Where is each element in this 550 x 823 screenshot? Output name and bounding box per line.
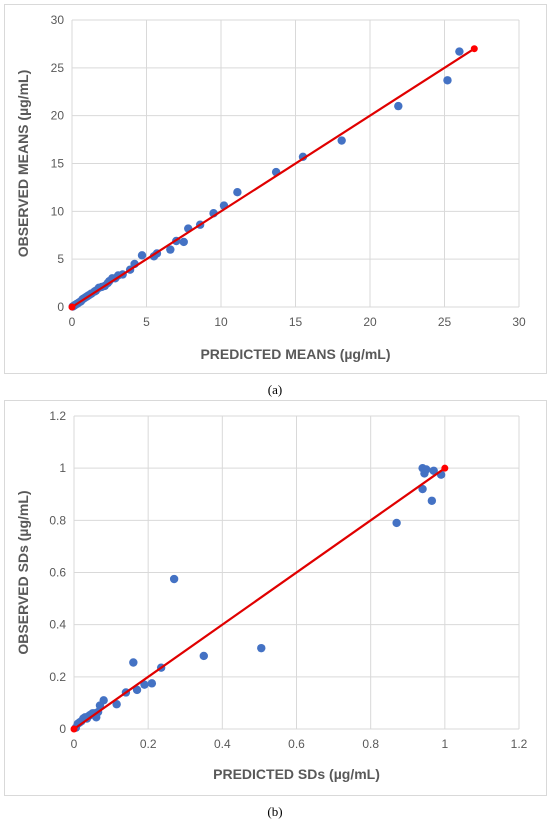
data-point	[112, 700, 121, 709]
x-tick-label: 25	[438, 315, 452, 329]
x-tick-label: 30	[512, 315, 526, 329]
x-axis-title: PREDICTED SDs (µg/mL)	[213, 766, 380, 782]
x-tick-label: 20	[363, 315, 377, 329]
y-tick-label: 1.2	[49, 409, 66, 423]
x-tick-label: 0	[69, 315, 76, 329]
data-point	[132, 685, 142, 695]
data-point	[166, 245, 175, 254]
data-point	[394, 101, 403, 111]
x-tick-label: 0.8	[362, 737, 379, 751]
y-tick-label: 5	[57, 252, 64, 266]
caption-b: (b)	[267, 804, 283, 819]
fit-line-end-point	[470, 45, 478, 53]
x-tick-label: 0.2	[140, 737, 157, 751]
x-tick-label: 15	[289, 315, 303, 329]
caption-a: (a)	[267, 382, 283, 397]
data-point	[129, 658, 138, 667]
y-tick-label: 25	[51, 61, 65, 75]
data-point	[392, 518, 401, 528]
x-tick-label: 0.6	[288, 737, 305, 751]
fit-line	[73, 467, 446, 730]
y-tick-label: 0	[59, 722, 66, 736]
data-point	[337, 136, 346, 145]
y-tick-label: 0	[57, 300, 64, 314]
chart-panel-a	[4, 4, 547, 374]
data-point	[179, 237, 188, 247]
chart-panel-b	[4, 400, 547, 796]
data-point	[257, 643, 266, 653]
y-tick-label: 30	[51, 13, 65, 27]
y-axis-title: OBSERVED MEANS (µg/mL)	[15, 70, 31, 258]
y-tick-label: 0.6	[49, 566, 66, 580]
data-point	[169, 574, 179, 584]
data-point	[199, 651, 208, 661]
y-tick-label: 1	[59, 461, 66, 475]
y-axis-title: OBSERVED SDs (µg/mL)	[15, 490, 31, 654]
data-point	[140, 680, 149, 689]
data-point	[427, 496, 437, 505]
x-tick-label: 1	[441, 737, 448, 751]
data-point	[443, 76, 452, 85]
x-tick-label: 0	[71, 737, 78, 751]
y-tick-label: 0.2	[49, 670, 66, 684]
data-point	[233, 188, 242, 197]
data-point	[422, 465, 431, 474]
x-tick-label: 5	[143, 315, 150, 329]
y-tick-label: 10	[51, 204, 65, 218]
data-point	[137, 251, 147, 260]
fit-line	[71, 47, 475, 308]
y-tick-label: 20	[51, 109, 65, 123]
x-tick-label: 1.2	[511, 737, 528, 751]
y-tick-label: 15	[51, 157, 65, 171]
fit-line-start-point	[68, 303, 76, 311]
y-tick-label: 0.4	[49, 618, 66, 632]
x-axis-title: PREDICTED MEANS (µg/mL)	[200, 346, 390, 362]
fit-line-start-point	[70, 725, 78, 733]
data-point	[455, 47, 464, 56]
y-tick-label: 0.8	[49, 513, 66, 527]
data-point	[99, 696, 108, 705]
data-point	[429, 466, 438, 475]
fit-line-end-point	[441, 464, 449, 472]
data-point	[418, 484, 427, 494]
x-tick-label: 0.4	[214, 737, 231, 751]
x-tick-label: 10	[214, 315, 228, 329]
data-point	[147, 679, 157, 688]
